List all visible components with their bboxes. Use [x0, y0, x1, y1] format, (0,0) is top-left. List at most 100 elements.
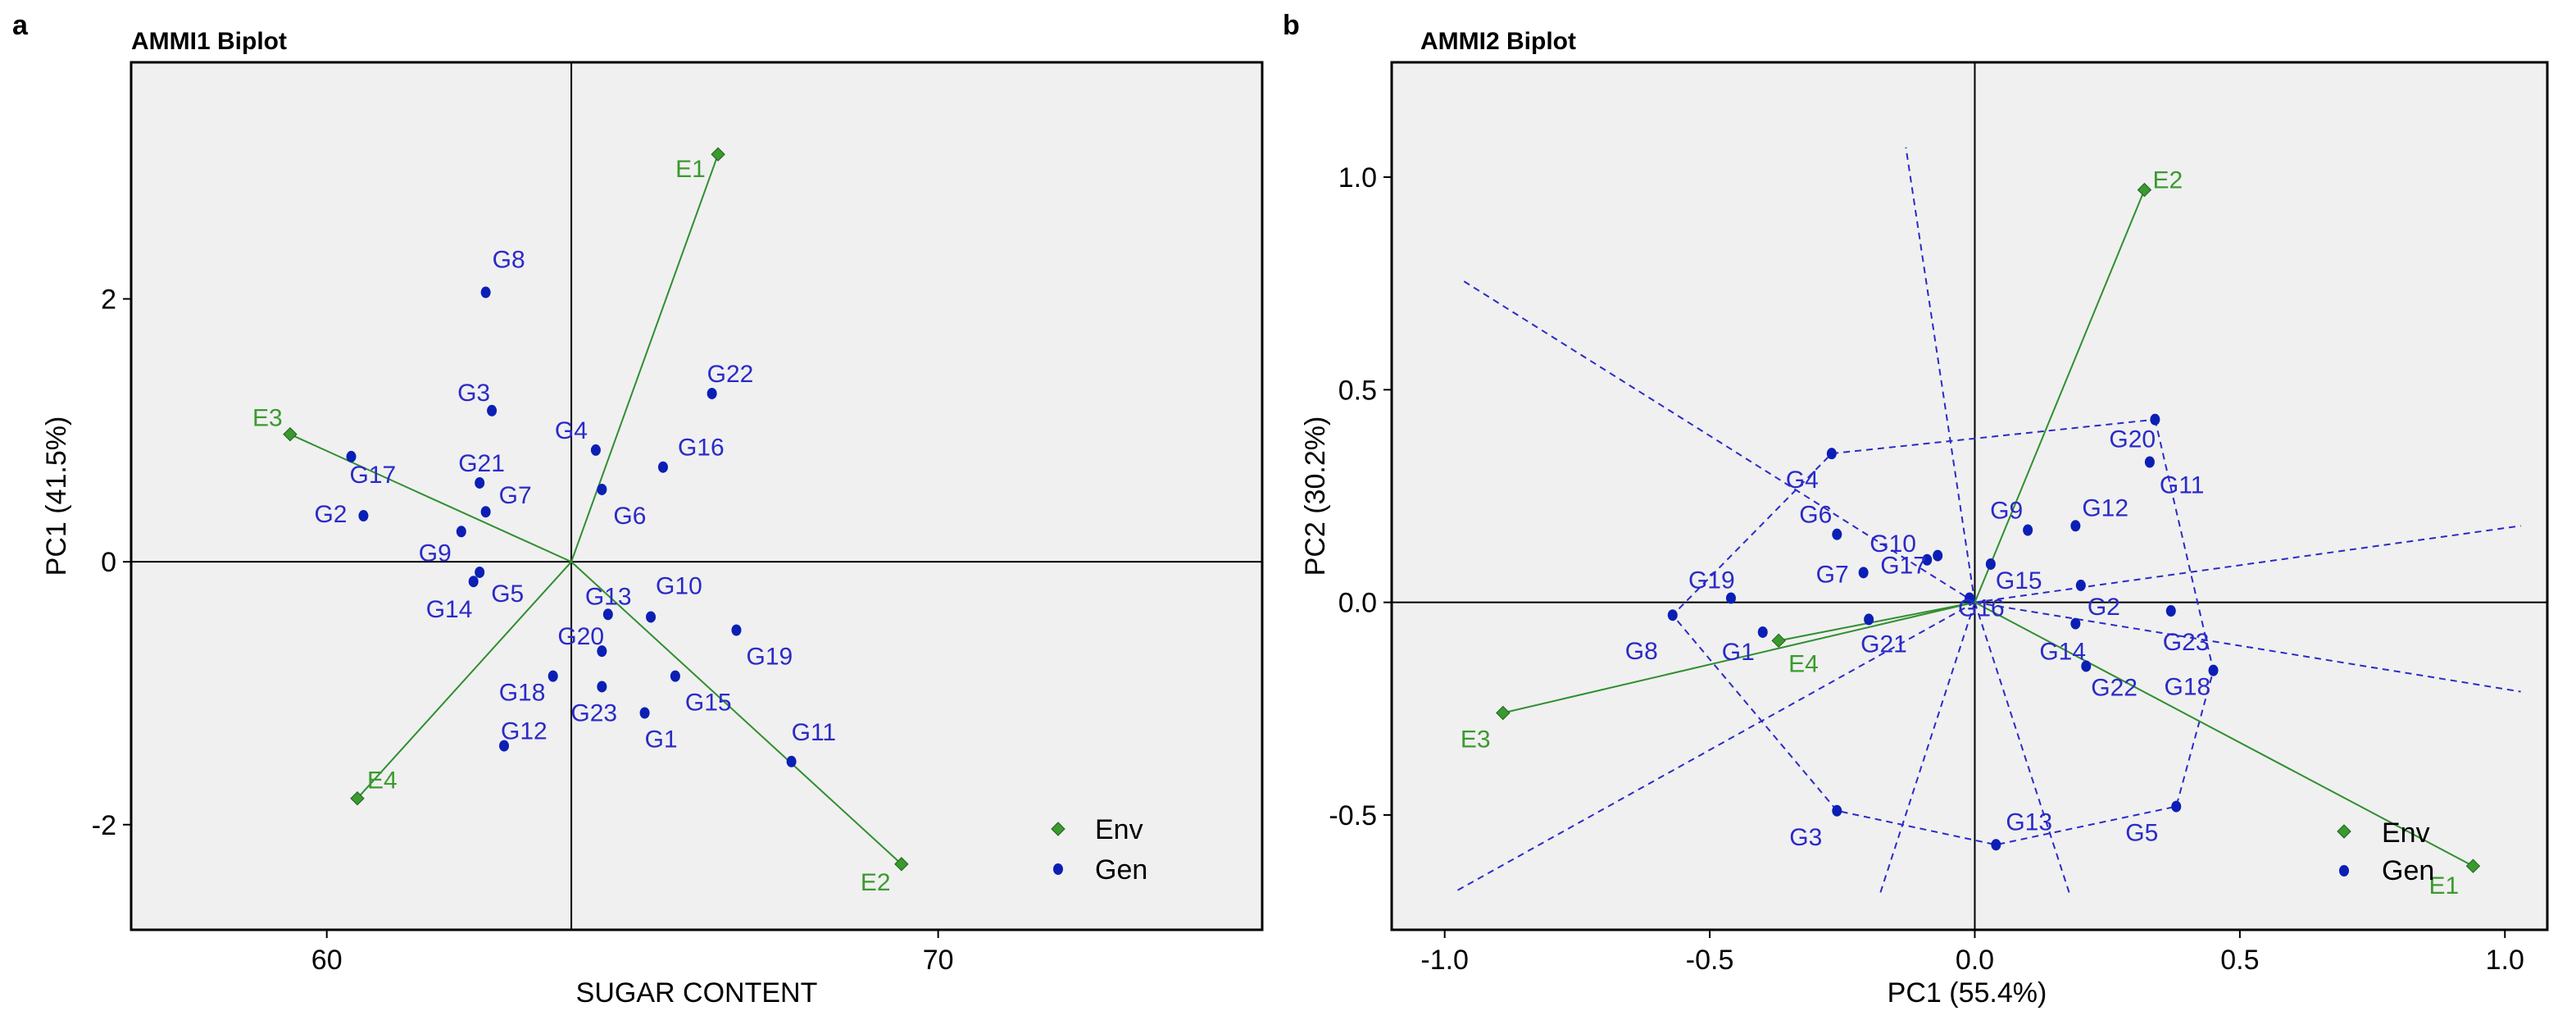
ammi1-x-tick-label: 70 [923, 945, 954, 976]
ammi2-sector-ray-3 [1974, 525, 2521, 603]
ammi2-env-marker-e2 [2137, 182, 2152, 198]
ammi2-gen-label-g23: G23 [2163, 629, 2210, 656]
ammi2-polygon [1671, 418, 2215, 846]
ammi2-gen-label-g3: G3 [1789, 824, 1822, 851]
ammi1-env-label-e3: E3 [252, 405, 283, 432]
ammi1-gen-marker-g20 [597, 645, 607, 658]
ammi1-gen-label-g7: G7 [499, 482, 532, 509]
ammi2-gen-label-g10: G10 [1870, 530, 1916, 558]
ammi2-gen-label-g11: G11 [2160, 472, 2204, 499]
ammi2-gen-marker-g9 [2023, 524, 2033, 536]
ammi1-gen-marker-g4 [590, 444, 601, 456]
ammi1-gen-marker-g11 [786, 755, 797, 767]
ammi2-gen-label-g17: G17 [1880, 553, 1927, 580]
ammi1-plot-area [129, 61, 1264, 931]
ammi2-gen-marker-g23 [2165, 605, 2176, 617]
ammi1-x-axis: 60 70 [311, 930, 954, 976]
ammi1-gen-label-g2: G2 [314, 501, 347, 528]
ammi2-gen-label-g14: G14 [2039, 639, 2086, 666]
ammi2-gen-label-g1: G1 [1722, 639, 1755, 666]
ammi2-env-marker-e3 [1496, 705, 1511, 721]
ammi2-y-axis-label: PC2 (30.2%) [1300, 417, 1331, 576]
ammi2-gen-label-g9: G9 [1990, 497, 2023, 524]
ammi1-gen-marker-g1 [639, 707, 650, 719]
ammi1-env-vector-e2 [570, 561, 902, 865]
ammi1-gen-label-g22: G22 [707, 361, 754, 388]
ammi2-gen-label-g8: G8 [1625, 638, 1658, 665]
ammi2-gen-label-g21: G21 [1860, 631, 1907, 658]
ammi2-gen-marker-g17 [1933, 549, 1943, 562]
ammi2-gen-label-g13: G13 [2006, 808, 2052, 836]
ammi1-gen-label-g15: G15 [685, 690, 732, 717]
ammi1-gen-marker-g10 [646, 611, 656, 623]
ammi2-gen-label-g6: G6 [1799, 502, 1832, 529]
ammi2-gen-label-g22: G22 [2091, 674, 2138, 701]
ammi2-x-tick-label: 1.0 [2486, 945, 2524, 976]
ammi2-gen-marker-g15 [1985, 558, 1996, 570]
ammi1-gen-marker-g21 [475, 476, 485, 489]
ammi1-gen-marker-g19 [731, 624, 742, 636]
ammi2-sector-ray-1 [1460, 278, 1975, 603]
ammi2-env-label-e4: E4 [1788, 650, 1819, 677]
ammi1-gen-label-g21: G21 [458, 450, 505, 477]
ammi2-y-axis: 1.0 0.5 0.0 -0.5 [1329, 162, 1392, 831]
ammi2-gen-label-g7: G7 [1816, 561, 1849, 588]
ammi1-env-label-e2: E2 [861, 869, 891, 896]
ammi2-env-vector-e4 [1778, 601, 1975, 642]
ammi2-env-label-e1: E1 [2428, 872, 2459, 899]
ammi1-legend-gen-marker [1053, 863, 1063, 875]
ammi2-gen-label-g20: G20 [2109, 426, 2156, 453]
ammi2-gen-marker-g14 [2070, 617, 2081, 630]
ammi1-gen-marker-g6 [597, 483, 607, 495]
ammi2-sector-rays [1455, 147, 2521, 896]
ammi2-gen-marker-g1 [1757, 626, 1768, 638]
ammi2-x-tick-label: 0.5 [2220, 945, 2259, 976]
ammi1-gen-label-g11: G11 [792, 719, 836, 746]
ammi1-gen-label-g9: G9 [419, 540, 452, 567]
ammi2-env-marker-e4 [1771, 633, 1786, 649]
ammi1-legend-env-label: Env [1095, 814, 1143, 845]
ammi2-gen-label-g5: G5 [2125, 820, 2158, 847]
ammi1-environment-vectors [289, 153, 902, 865]
ammi1-gen-label-g16: G16 [678, 435, 725, 462]
ammi1-gen-marker-g18 [547, 670, 558, 682]
ammi1-y-tick-label: -2 [92, 810, 116, 841]
ammi2-x-axis: -1.0 -0.5 0.0 0.5 1.0 [1420, 930, 2524, 976]
ammi2-sector-ray-7 [1455, 601, 1975, 893]
ammi1-gen-marker-g23 [597, 681, 607, 693]
ammi1-gen-label-g14: G14 [426, 596, 473, 623]
ammi2-gen-label-g4: G4 [1786, 467, 1819, 494]
ammi1-gen-label-g6: G6 [613, 503, 646, 530]
ammi2-gen-marker-g12 [2070, 520, 2081, 532]
ammi1-y-tick-label: 2 [101, 285, 116, 316]
ammi1-title: AMMI1 Biplot [131, 28, 287, 55]
ammi2-gen-label-g19: G19 [1688, 567, 1735, 594]
panel-b-letter: b [1283, 10, 1300, 41]
ammi1-reference-lines [131, 62, 1262, 930]
ammi1-legend: Env Gen [1051, 814, 1147, 886]
ammi1-env-marker-e1 [711, 147, 725, 162]
ammi1-x-tick-label: 60 [311, 945, 343, 976]
ammi2-environments: E1 E2 E3 E4 [1461, 167, 2481, 899]
ammi2-env-label-e2: E2 [2152, 167, 2183, 194]
ammi1-gen-marker-g15 [670, 670, 680, 682]
ammi2-env-vector-e1 [1974, 601, 2474, 867]
ammi2-gen-label-g16: G16 [1958, 594, 2005, 622]
ammi1-gen-marker-g14 [468, 576, 479, 588]
ammi1-legend-gen-label: Gen [1095, 854, 1147, 886]
ammi2-gen-marker-g6 [1832, 528, 1842, 540]
ammi2-gen-marker-g10 [1922, 553, 1933, 566]
ammi2-gen-marker-g3 [1832, 804, 1842, 817]
ammi1-gen-label-g3: G3 [457, 380, 490, 407]
ammi1-env-marker-e3 [283, 426, 298, 442]
ammi1-biplot-panel: a AMMI1 Biplot -202 60 70 G1G2G3G4G5G6G7G… [12, 10, 1264, 1009]
ammi1-gen-label-g20: G20 [557, 623, 604, 650]
ammi1-gen-marker-g3 [487, 404, 497, 417]
ammi2-gen-marker-g11 [2144, 456, 2155, 468]
ammi2-y-tick-label: 1.0 [1338, 162, 1377, 194]
ammi2-legend-env-marker [2337, 824, 2351, 839]
ammi2-gen-marker-g21 [1864, 613, 1874, 626]
ammi1-env-vector-e1 [570, 153, 720, 562]
